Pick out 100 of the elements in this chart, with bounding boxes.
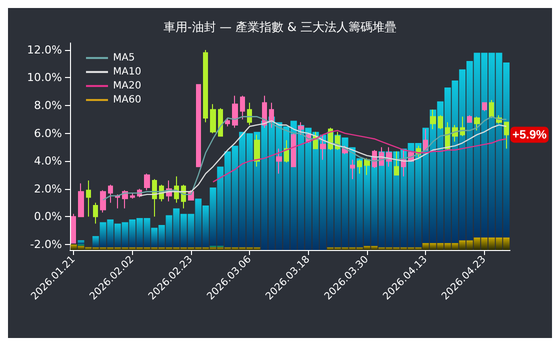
- bar: [503, 237, 510, 250]
- candlestick: [467, 114, 472, 123]
- y-tick-label: -2.0%: [30, 238, 62, 251]
- bar: [327, 247, 334, 250]
- line-series: [102, 116, 507, 201]
- bar: [239, 247, 246, 250]
- y-tick-label: 2.0%: [34, 182, 62, 196]
- candlestick: [93, 202, 98, 224]
- bar: [459, 69, 466, 240]
- bar: [334, 134, 341, 248]
- legend-label: MA20: [113, 80, 142, 92]
- candlestick: [474, 116, 480, 132]
- candlestick: [86, 180, 91, 218]
- bar: [144, 247, 150, 250]
- bar: [202, 247, 209, 250]
- bar: [232, 146, 238, 248]
- candlestick: [225, 118, 230, 127]
- bar: [85, 247, 92, 250]
- bar: [400, 247, 407, 250]
- bar: [430, 243, 436, 250]
- bar: [188, 247, 194, 250]
- bar: [246, 247, 253, 250]
- candlestick: [504, 122, 509, 150]
- candlestick: [210, 104, 216, 134]
- candlestick: [430, 109, 436, 130]
- bar: [100, 222, 106, 248]
- bar: [122, 247, 128, 250]
- bar: [415, 143, 422, 248]
- bar: [437, 101, 444, 244]
- candlestick: [115, 194, 120, 209]
- candlestick: [394, 150, 399, 176]
- y-tick-label: 4.0%: [34, 154, 62, 168]
- line-series: [139, 120, 507, 196]
- candlestick: [357, 159, 362, 174]
- candlestick: [276, 148, 282, 174]
- bar: [144, 218, 150, 248]
- bar: [129, 247, 136, 250]
- bar: [151, 228, 158, 248]
- bar: [180, 247, 187, 250]
- legend-label: MA5: [113, 52, 135, 64]
- y-tick-label: 12.0%: [27, 43, 62, 56]
- candlestick: [269, 102, 274, 128]
- bar: [408, 247, 414, 250]
- bar: [180, 214, 187, 248]
- candlestick: [489, 99, 494, 119]
- bar: [217, 247, 224, 250]
- candlestick: [71, 213, 76, 244]
- candlestick: [130, 192, 135, 200]
- chart-title: 車用-油封 — 產業指數 & 三大法人籌碼堆疊: [164, 20, 396, 34]
- bar: [466, 240, 473, 250]
- bar: [349, 247, 356, 250]
- bar: [166, 247, 172, 250]
- candlestick: [78, 182, 84, 218]
- candlestick: [203, 49, 208, 123]
- bar: [92, 236, 99, 248]
- bar: [210, 187, 216, 246]
- bar: [481, 52, 488, 238]
- bar: [393, 247, 400, 250]
- y-tick-label: 10.0%: [27, 71, 62, 84]
- candlestick: [108, 184, 113, 204]
- bar: [202, 206, 209, 248]
- bar: [173, 208, 180, 248]
- bar: [122, 222, 128, 248]
- bar: [246, 133, 253, 248]
- candlestick: [144, 173, 150, 191]
- candlestick: [218, 108, 223, 137]
- bar: [356, 247, 363, 250]
- bar: [474, 237, 480, 250]
- bar: [474, 52, 480, 238]
- bar: [92, 247, 99, 250]
- bar: [195, 198, 202, 248]
- candlestick: [240, 95, 245, 120]
- bar: [386, 247, 392, 250]
- bar: [224, 247, 231, 250]
- legend-label: MA10: [113, 66, 142, 78]
- bar: [481, 237, 488, 250]
- bar: [210, 247, 216, 250]
- bar: [488, 52, 495, 238]
- y-tick-label: 8.0%: [34, 99, 62, 112]
- bar: [158, 247, 165, 250]
- candlestick: [196, 84, 201, 168]
- bar: [224, 151, 231, 248]
- candlestick: [350, 159, 355, 180]
- bar: [114, 224, 121, 248]
- bar: [305, 128, 312, 250]
- candlestick: [100, 190, 106, 213]
- annotation: +5.9%: [512, 128, 548, 142]
- candlestick: [320, 134, 326, 160]
- bar: [158, 224, 165, 248]
- bar: [100, 247, 106, 250]
- bar: [342, 247, 348, 250]
- bar: [488, 237, 495, 250]
- candlestick: [401, 149, 406, 177]
- legend-label: MA60: [113, 94, 142, 106]
- bar: [378, 247, 385, 250]
- bar: [136, 247, 143, 250]
- bar: [232, 247, 238, 250]
- y-tick-label: 6.0%: [34, 126, 62, 140]
- bar: [129, 219, 136, 248]
- candlestick: [482, 102, 487, 112]
